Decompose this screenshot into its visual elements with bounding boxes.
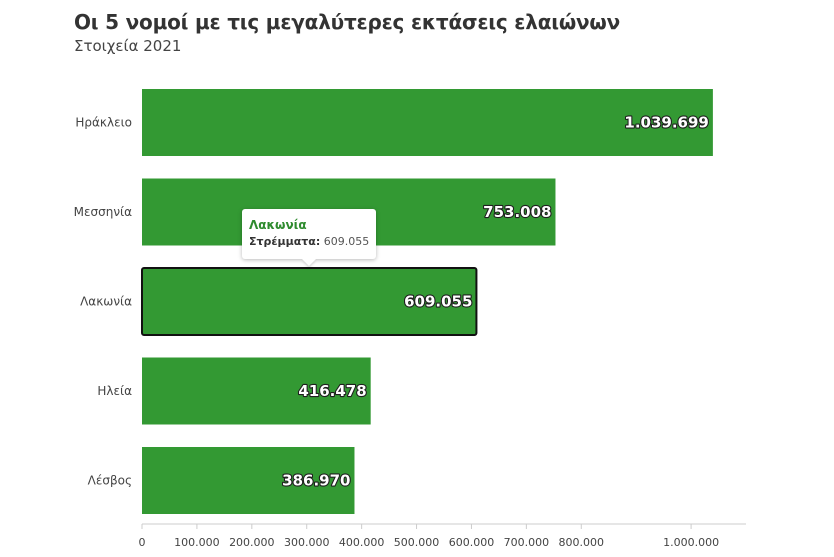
x-tick-label: 200.000: [229, 536, 275, 549]
bar-1[interactable]: [142, 89, 713, 156]
value-label: 753.008: [483, 203, 551, 221]
x-tick-label: 800.000: [559, 536, 605, 549]
category-label: Μεσσηνία: [74, 205, 132, 219]
bar-5[interactable]: [142, 447, 355, 514]
category-label: Λέσβος: [88, 474, 132, 488]
tooltip-row: Στρέμματα: 609.055: [249, 235, 369, 248]
category-label: Ηλεία: [97, 384, 132, 398]
category-label: Λακωνία: [80, 295, 132, 309]
x-tick-label: 100.000: [174, 536, 220, 549]
tooltip: Λακωνία Στρέμματα: 609.055: [242, 209, 376, 259]
x-tick-label: 400.000: [339, 536, 385, 549]
x-tick-label: 500.000: [394, 536, 440, 549]
tooltip-title: Λακωνία: [249, 218, 307, 232]
x-tick-label: 0: [139, 536, 146, 549]
value-label: 416.478: [298, 382, 366, 400]
value-label: 609.055: [404, 293, 472, 311]
bar-3[interactable]: [141, 267, 478, 336]
x-tick-label: 300.000: [284, 536, 330, 549]
x-tick-label: 700.000: [504, 536, 550, 549]
bar-4[interactable]: [142, 357, 371, 425]
tooltip-key: Στρέμματα:: [249, 235, 321, 248]
x-tick-label: 600.000: [449, 536, 495, 549]
tooltip-value: 609.055: [323, 235, 370, 248]
x-tick-label: 1.000.000: [663, 536, 719, 549]
value-label: 386.970: [282, 472, 350, 490]
chart-title: Οι 5 νομοί με τις μεγαλύτερες εκτάσεις ε…: [74, 10, 621, 34]
chart-subtitle: Στοιχεία 2021: [74, 37, 182, 55]
value-label: 1.039.699: [624, 114, 708, 132]
category-label: Ηράκλειο: [75, 116, 132, 130]
